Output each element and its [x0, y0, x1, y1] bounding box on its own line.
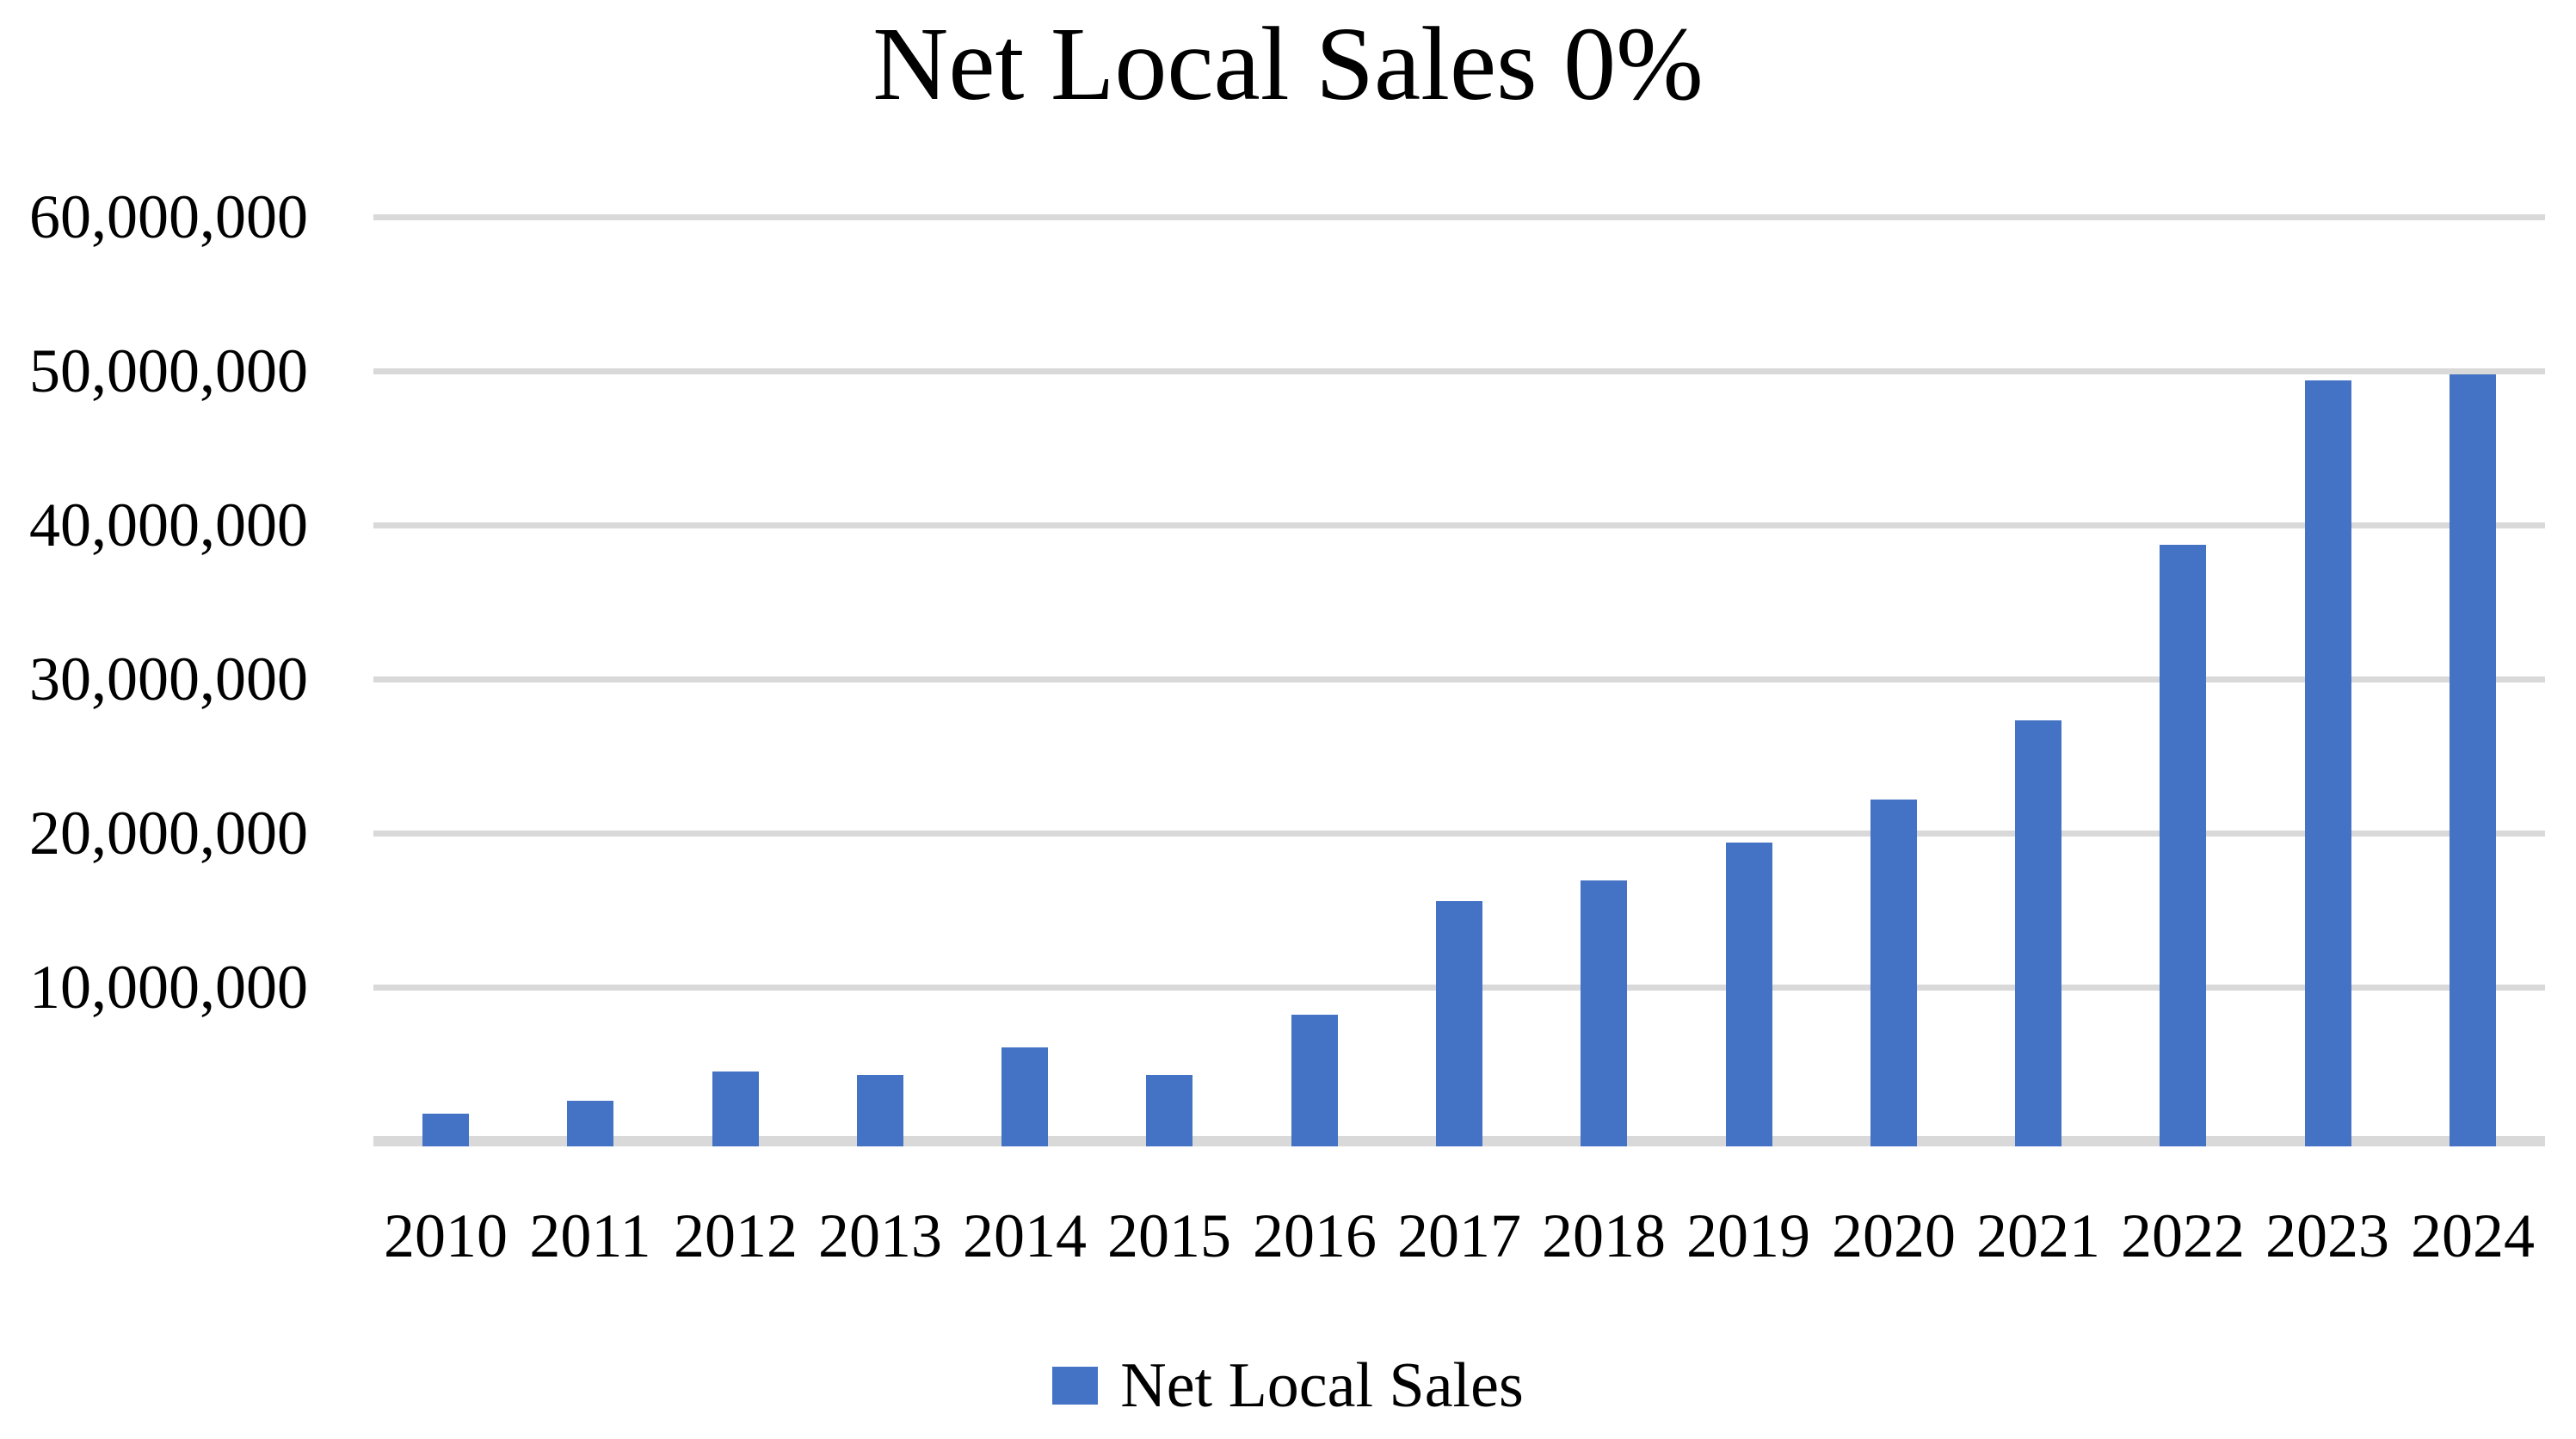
y-tick-label: 60,000,000: [29, 182, 308, 251]
bar: [1436, 901, 1482, 1146]
x-tick-label: 2019: [1686, 1201, 1810, 1270]
bar: [567, 1101, 613, 1146]
x-tick-label: 2012: [674, 1201, 798, 1270]
y-tick-label: 50,000,000: [29, 337, 308, 405]
x-tick-label: 2013: [818, 1201, 942, 1270]
bar: [1291, 1015, 1338, 1146]
x-tick-label: 2021: [1976, 1201, 2100, 1270]
bar: [422, 1114, 469, 1146]
x-tick-label: 2024: [2411, 1201, 2535, 1270]
bar: [1581, 880, 1627, 1146]
bar: [2450, 374, 2496, 1146]
y-tick-label: 10,000,000: [29, 953, 308, 1022]
legend: Net Local Sales: [0, 1351, 2576, 1420]
legend-label: Net Local Sales: [1120, 1350, 1524, 1421]
bar: [1726, 843, 1772, 1146]
gridline: [373, 676, 2545, 682]
bar: [857, 1075, 903, 1146]
x-tick-label: 2010: [384, 1201, 508, 1270]
x-tick-label: 2018: [1542, 1201, 1666, 1270]
bar: [1870, 800, 1917, 1146]
bar: [1146, 1075, 1192, 1146]
y-tick-label: 20,000,000: [29, 799, 308, 868]
legend-swatch-icon: [1052, 1367, 1099, 1405]
x-tick-label: 2014: [963, 1201, 1087, 1270]
y-tick-label: 30,000,000: [29, 645, 308, 713]
gridline: [373, 831, 2545, 837]
x-tick-label: 2020: [1832, 1201, 1956, 1270]
bar: [2305, 380, 2351, 1146]
x-tick-label: 2023: [2265, 1201, 2389, 1270]
x-tick-label: 2016: [1253, 1201, 1377, 1270]
gridline: [373, 522, 2545, 528]
chart-title: Net Local Sales 0%: [872, 6, 1704, 122]
bar: [712, 1072, 759, 1146]
bar: [2160, 545, 2206, 1146]
gridline: [373, 368, 2545, 374]
x-tick-label: 2015: [1107, 1201, 1231, 1270]
gridline: [373, 214, 2545, 220]
bar: [1001, 1047, 1048, 1146]
y-tick-label: 40,000,000: [29, 491, 308, 559]
x-tick-label: 2017: [1397, 1201, 1521, 1270]
x-tick-label: 2022: [2121, 1201, 2245, 1270]
x-tick-label: 2011: [529, 1201, 651, 1270]
bar: [2015, 720, 2061, 1146]
